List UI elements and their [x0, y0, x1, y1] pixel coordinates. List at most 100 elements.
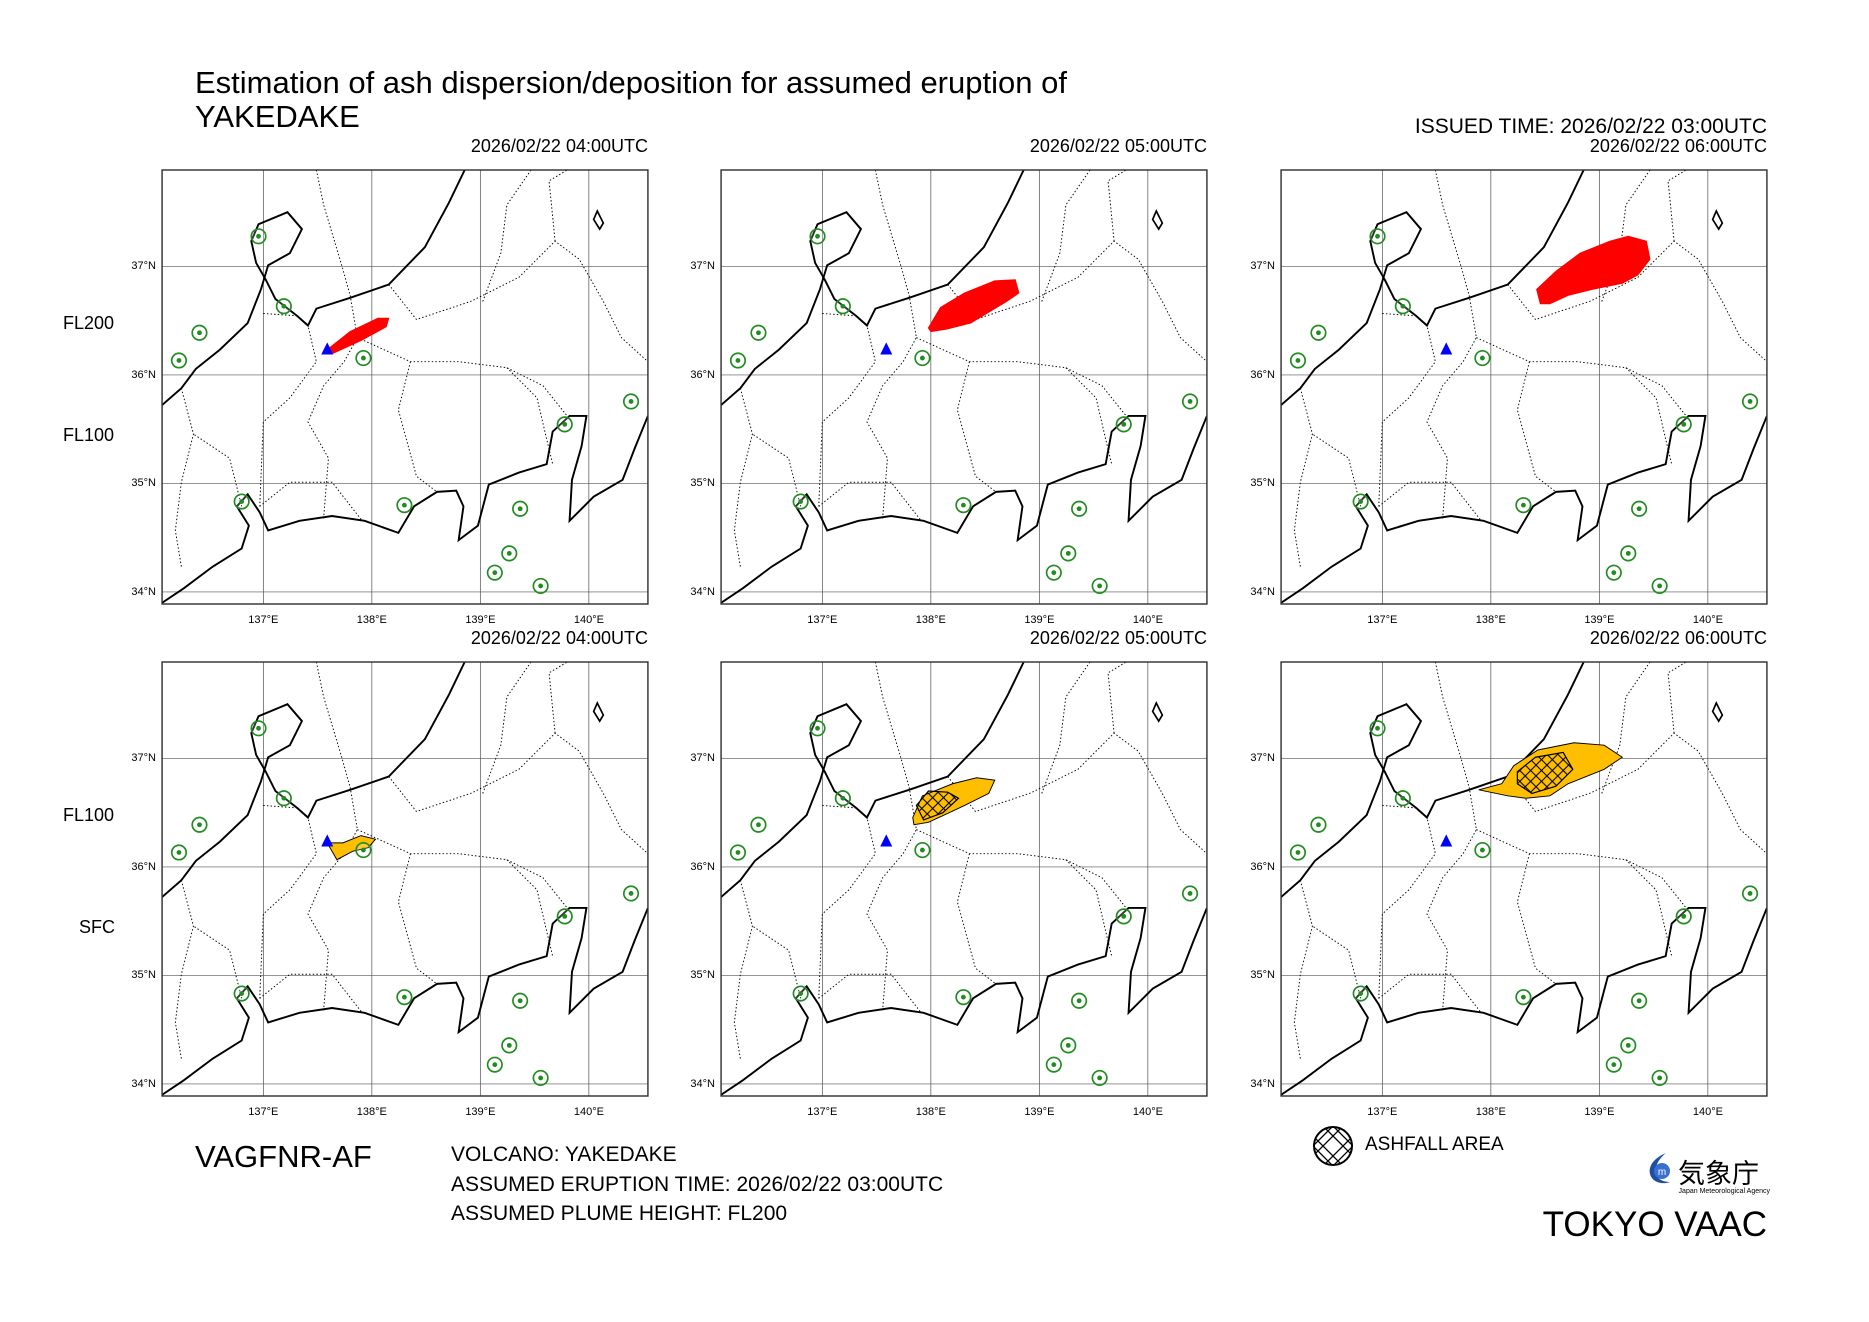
island	[1151, 208, 1164, 231]
panel-valid-time: 2026/02/22 04:00UTC	[470, 136, 648, 156]
prefecture-boundary	[733, 880, 753, 1059]
map-panel-2: 2026/02/22 05:00UTC 37°N 36°N 35°N 34°N 137°E…	[690, 136, 1208, 626]
prefecture-boundary	[174, 880, 194, 1059]
jma-logo-mark-icon: m	[1649, 1153, 1670, 1184]
prefecture-boundary	[866, 295, 917, 519]
ash-cloud-area	[927, 279, 1020, 333]
lon-tick-label: 140°E	[573, 614, 604, 626]
lat-tick-label: 36°N	[1250, 860, 1275, 873]
coastline	[162, 414, 648, 604]
lon-tick-label: 139°E	[465, 614, 496, 626]
lon-tick-label: 139°E	[1584, 614, 1615, 626]
map-frame	[161, 661, 649, 1097]
ash-cloud-area	[1536, 235, 1651, 305]
prefecture-boundary	[397, 853, 438, 985]
prefecture-boundary	[259, 312, 317, 507]
prefecture-boundary	[1426, 295, 1477, 519]
prefecture-boundary	[874, 170, 910, 296]
jma-logo-jp: 気象庁	[1678, 1159, 1759, 1190]
prefecture-boundary	[1625, 859, 1673, 957]
prefecture-boundary	[1476, 829, 1687, 909]
coastline	[162, 906, 648, 1096]
map-frame	[161, 169, 649, 605]
lat-tick-label: 35°N	[690, 477, 715, 490]
map-panel-1: 2026/02/22 04:00UTC 37°N 36°N 35°N 34°N 137°E…	[131, 136, 649, 626]
prefecture-boundary	[818, 973, 922, 1014]
lon-tick-label: 139°E	[1584, 1106, 1615, 1118]
island	[592, 700, 605, 723]
coastline	[162, 170, 466, 406]
lon-tick-label: 138°E	[915, 614, 946, 626]
prefecture-boundary	[1667, 662, 1687, 734]
lon-tick-label: 139°E	[465, 1106, 496, 1118]
ash-cloud-area	[326, 835, 377, 861]
map-frame	[1280, 169, 1768, 605]
ash-cloud-area	[326, 317, 390, 354]
lon-tick-label: 137°E	[1367, 1106, 1398, 1118]
prefecture-boundary	[1312, 925, 1362, 999]
lon-tick-label: 138°E	[356, 614, 387, 626]
prefecture-boundary	[956, 361, 997, 493]
prefecture-boundary	[1378, 481, 1482, 522]
level-label-upper-bottom: FL100	[63, 425, 115, 445]
level-label-lower-bottom: SFC	[79, 917, 115, 937]
prefecture-boundary	[1041, 662, 1091, 794]
prefecture-boundary	[388, 732, 648, 855]
prefecture-boundary	[259, 973, 363, 1014]
coastline	[721, 662, 1025, 898]
prefecture-boundary	[307, 787, 358, 1011]
lon-tick-label: 140°E	[1132, 1106, 1163, 1118]
coastline	[721, 170, 1025, 406]
prefecture-boundary	[174, 388, 194, 567]
coastline	[1281, 662, 1585, 898]
prefecture-boundary	[1516, 361, 1557, 493]
lon-tick-label: 138°E	[915, 1106, 946, 1118]
lat-tick-label: 37°N	[131, 752, 156, 765]
lon-tick-label: 137°E	[807, 1106, 838, 1118]
eruption-time: ASSUMED ERUPTION TIME: 2026/02/22 03:00U…	[451, 1173, 944, 1196]
prefecture-boundary	[482, 170, 532, 302]
lat-tick-label: 34°N	[131, 1077, 156, 1090]
volcano-icon	[1440, 834, 1453, 847]
lon-tick-label: 138°E	[1475, 1106, 1506, 1118]
prefecture-boundary	[506, 367, 554, 465]
lat-tick-label: 36°N	[1250, 368, 1275, 381]
lon-tick-label: 140°E	[1692, 1106, 1723, 1118]
lon-tick-label: 137°E	[1367, 614, 1398, 626]
volcano-icon	[880, 342, 893, 355]
prefecture-boundary	[1434, 662, 1470, 788]
prefecture-boundary	[1476, 337, 1687, 417]
coastline	[162, 662, 466, 898]
map	[720, 661, 1208, 1097]
prefecture-boundary	[397, 361, 438, 493]
volcano-icon	[1440, 342, 1453, 355]
coastline	[1281, 414, 1767, 604]
lat-tick-label: 35°N	[131, 969, 156, 982]
prefecture-boundary	[818, 481, 922, 522]
legend-ashfall-label: ASHFALL AREA	[1365, 1134, 1504, 1155]
lon-tick-label: 139°E	[1024, 1106, 1055, 1118]
island	[1151, 700, 1164, 723]
prefecture-boundary	[818, 312, 876, 507]
prefecture-boundary	[916, 337, 1127, 417]
lat-tick-label: 36°N	[690, 860, 715, 873]
lat-tick-label: 36°N	[131, 368, 156, 381]
prefecture-boundary	[1667, 170, 1687, 242]
prefecture-boundary	[193, 433, 243, 507]
panel-valid-time: 2026/02/22 05:00UTC	[1029, 136, 1207, 156]
tokyo-vaac: TOKYO VAAC	[1542, 1205, 1767, 1244]
lon-tick-label: 137°E	[807, 614, 838, 626]
lon-tick-label: 140°E	[1692, 614, 1723, 626]
lat-tick-label: 37°N	[131, 260, 156, 273]
prefecture-boundary	[315, 170, 351, 296]
prefecture-boundary	[357, 829, 568, 909]
prefecture-boundary	[307, 295, 358, 519]
prefecture-boundary	[1041, 170, 1091, 302]
lon-tick-label: 137°E	[248, 1106, 279, 1118]
prefecture-boundary	[1065, 367, 1113, 465]
prefecture-boundary	[1378, 804, 1436, 999]
lat-tick-label: 37°N	[1250, 260, 1275, 273]
ashfall-area	[915, 790, 960, 821]
lon-tick-label: 139°E	[1024, 614, 1055, 626]
lon-tick-label: 138°E	[1475, 614, 1506, 626]
